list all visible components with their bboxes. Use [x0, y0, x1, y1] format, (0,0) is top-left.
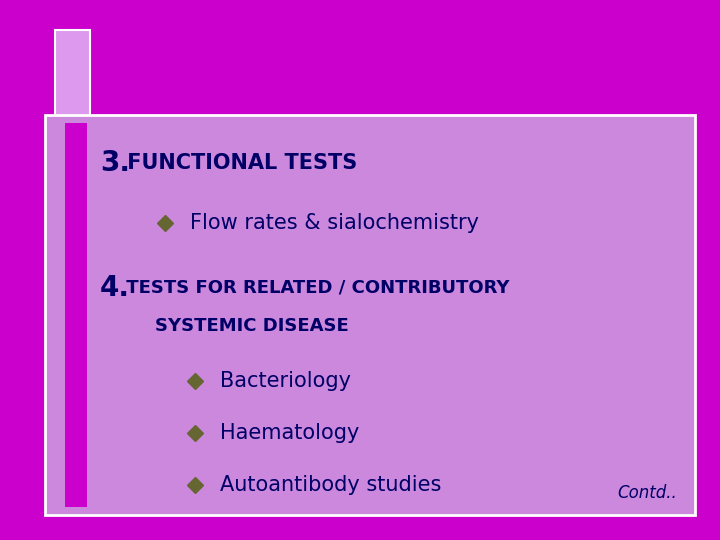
Text: Flow rates & sialochemistry: Flow rates & sialochemistry: [190, 213, 479, 233]
Text: Haematology: Haematology: [220, 423, 359, 443]
Bar: [45, 115, 695, 515]
Text: Bacteriology: Bacteriology: [220, 371, 351, 391]
Text: Contd..: Contd..: [617, 484, 677, 502]
Text: 3.: 3.: [100, 149, 130, 177]
Bar: [55, 30, 90, 145]
Text: SYSTEMIC DISEASE: SYSTEMIC DISEASE: [130, 317, 348, 335]
Text: 4.: 4.: [100, 274, 130, 302]
Text: TESTS FOR RELATED / CONTRIBUTORY: TESTS FOR RELATED / CONTRIBUTORY: [120, 279, 510, 297]
Text: FUNCTIONAL TESTS: FUNCTIONAL TESTS: [120, 153, 357, 173]
Bar: [65, 123, 87, 507]
Text: Autoantibody studies: Autoantibody studies: [220, 475, 441, 495]
